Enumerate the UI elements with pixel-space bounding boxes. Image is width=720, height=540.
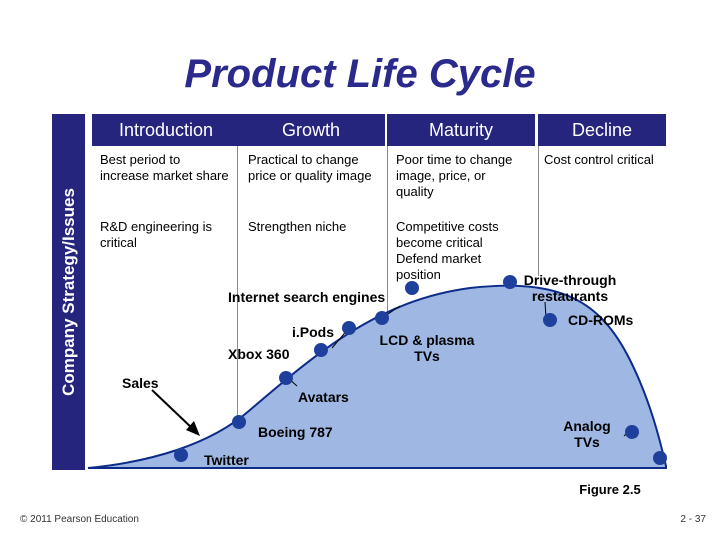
growth-strategy-1: Practical to change price or quality ima… <box>248 152 372 183</box>
sales-arrowhead <box>186 421 200 436</box>
product-marker-ipods <box>342 321 356 335</box>
intro-strategy-2: R&D engineering is critical <box>100 219 213 250</box>
divider-maturity <box>387 146 388 324</box>
product-label-internet: Internet search engines <box>228 289 386 305</box>
product-label-analog: Analog TVs <box>563 418 611 450</box>
product-label-cdroms: CD-ROMs <box>568 312 634 328</box>
growth-strategy-2: Strengthen niche <box>248 219 347 234</box>
product-marker-analog <box>625 425 639 439</box>
product-marker-internet <box>375 311 389 325</box>
divider-decline-top <box>538 146 539 276</box>
product-marker-maturity-edge <box>405 281 419 295</box>
stage-header-growth: Growth <box>237 114 385 146</box>
footer-page-number: 2 - 37 <box>680 514 706 525</box>
decline-strategy-1: Cost control critical <box>544 152 654 167</box>
product-markers <box>174 275 667 465</box>
product-label-boeing: Boeing 787 <box>258 424 333 440</box>
product-marker-twitter <box>174 448 188 462</box>
footer-copyright: © 2011 Pearson Education <box>20 514 139 525</box>
product-label-drive-through: Drive-through restaurants <box>523 272 617 304</box>
stage-header-maturity: Maturity <box>387 114 535 146</box>
sales-curve <box>87 284 667 469</box>
stage-header-decline: Decline <box>538 114 666 146</box>
divider-growth <box>237 146 238 468</box>
product-marker-avatars <box>279 371 293 385</box>
sales-label: Sales <box>122 375 159 391</box>
product-marker-cdroms <box>543 313 557 327</box>
figure-label: Figure 2.5 <box>579 482 641 497</box>
intro-strategy-1: Best period to increase market share <box>100 152 229 183</box>
maturity-strategy-1: Poor time to change image, price, or qua… <box>396 152 513 199</box>
product-marker-boeing <box>232 415 246 429</box>
product-label-xbox: Xbox 360 <box>228 346 290 362</box>
product-marker-peak <box>503 275 517 289</box>
side-bar <box>52 114 85 470</box>
maturity-strategy-2: Competitive costs become critical Defend… <box>396 219 499 282</box>
sales-arrow <box>151 389 195 431</box>
product-marker-xbox <box>314 343 328 357</box>
product-label-lcd: LCD & plasma TVs <box>379 332 475 364</box>
product-label-twitter: Twitter <box>204 452 249 468</box>
page-title: Product Life Cycle <box>184 52 536 96</box>
stage-header-introduction: Introduction <box>92 114 240 146</box>
product-label-ipods: i.Pods <box>292 324 335 340</box>
product-marker-decline-end <box>653 451 667 465</box>
product-label-avatars: Avatars <box>298 389 349 405</box>
